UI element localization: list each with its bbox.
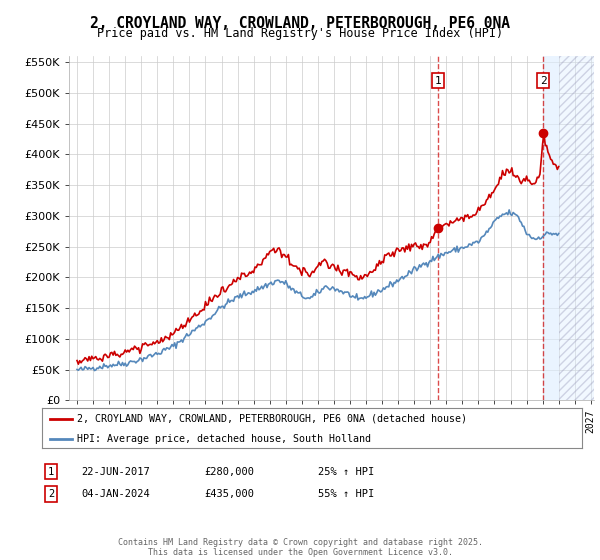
Text: 22-JUN-2017: 22-JUN-2017 bbox=[81, 466, 150, 477]
Text: £280,000: £280,000 bbox=[204, 466, 254, 477]
Text: 2: 2 bbox=[48, 489, 54, 499]
Text: 2: 2 bbox=[540, 76, 547, 86]
Text: Contains HM Land Registry data © Crown copyright and database right 2025.
This d: Contains HM Land Registry data © Crown c… bbox=[118, 538, 482, 557]
Text: 1: 1 bbox=[434, 76, 441, 86]
Bar bbox=[543, 56, 559, 400]
Text: 1: 1 bbox=[48, 466, 54, 477]
Text: 2, CROYLAND WAY, CROWLAND, PETERBOROUGH, PE6 0NA (detached house): 2, CROYLAND WAY, CROWLAND, PETERBOROUGH,… bbox=[77, 414, 467, 424]
Text: Price paid vs. HM Land Registry's House Price Index (HPI): Price paid vs. HM Land Registry's House … bbox=[97, 27, 503, 40]
Bar bbox=[559, 56, 594, 400]
Text: 2, CROYLAND WAY, CROWLAND, PETERBOROUGH, PE6 0NA: 2, CROYLAND WAY, CROWLAND, PETERBOROUGH,… bbox=[90, 16, 510, 31]
Text: £435,000: £435,000 bbox=[204, 489, 254, 499]
Text: 04-JAN-2024: 04-JAN-2024 bbox=[81, 489, 150, 499]
Text: HPI: Average price, detached house, South Holland: HPI: Average price, detached house, Sout… bbox=[77, 434, 371, 444]
Text: 55% ↑ HPI: 55% ↑ HPI bbox=[318, 489, 374, 499]
Text: 25% ↑ HPI: 25% ↑ HPI bbox=[318, 466, 374, 477]
